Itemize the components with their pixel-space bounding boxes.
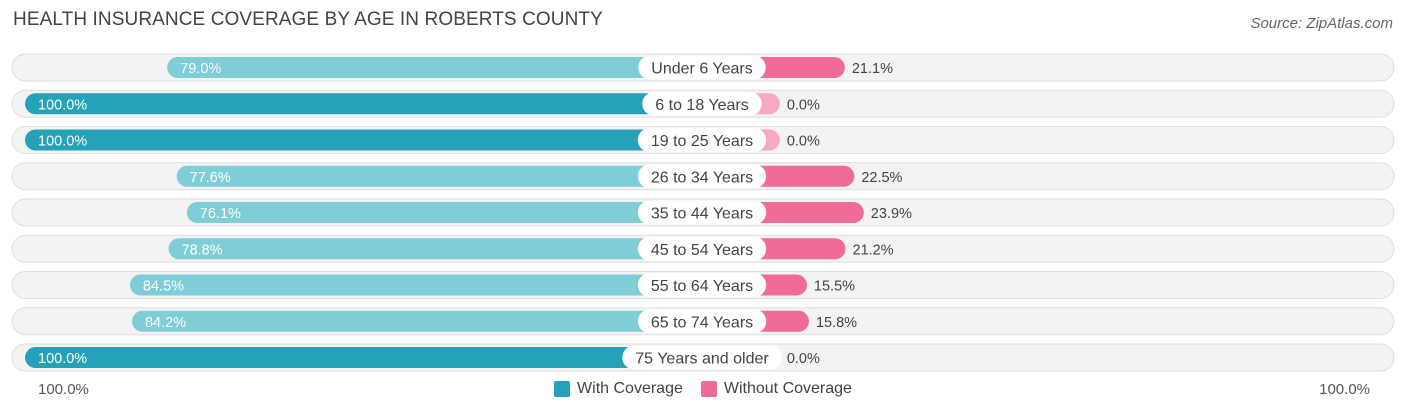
bar-with-coverage xyxy=(186,202,703,223)
data-label-without-coverage: 15.8% xyxy=(816,315,857,331)
category-label-pill xyxy=(637,128,767,152)
category-label-pill xyxy=(642,91,762,116)
data-label-with-coverage: 84.5% xyxy=(143,279,184,295)
axis-right-label: 100.0% xyxy=(1319,381,1370,398)
bar-with-coverage xyxy=(168,238,703,260)
category-label: 75 Years and older xyxy=(635,351,769,368)
data-label-with-coverage: 100.0% xyxy=(38,134,87,150)
category-label: 55 to 64 Years xyxy=(651,278,753,295)
legend-swatch-without-coverage xyxy=(700,381,717,397)
bar-with-coverage xyxy=(25,347,702,368)
category-label-pill xyxy=(638,55,766,80)
category-label-pill xyxy=(637,164,767,189)
chart-canvas: 79.0% 21.1% Under 6 Years 100.0% 0.0% 6 to 18… xyxy=(11,53,1395,372)
data-label-without-coverage: 23.9% xyxy=(871,206,912,222)
data-label-with-coverage: 79.0% xyxy=(180,61,221,77)
category-label: 26 to 34 Years xyxy=(651,169,753,186)
bar-with-coverage xyxy=(25,93,702,115)
data-label-with-coverage: 100.0% xyxy=(38,351,87,367)
data-label-with-coverage: 84.2% xyxy=(145,315,186,331)
category-label: 19 to 25 Years xyxy=(651,133,753,150)
category-label-pill xyxy=(637,273,767,297)
data-label-without-coverage: 0.0% xyxy=(787,351,820,367)
category-label: 35 to 44 Years xyxy=(651,206,753,223)
data-label-without-coverage: 15.5% xyxy=(814,279,855,295)
chart-title: HEALTH INSURANCE COVERAGE BY AGE IN ROBE… xyxy=(13,9,603,30)
data-label-without-coverage: 0.0% xyxy=(787,97,820,113)
category-label-pill xyxy=(637,309,767,334)
category-label: Under 6 Years xyxy=(651,61,752,78)
category-label-pill xyxy=(622,345,782,370)
legend-label-with-coverage: With Coverage xyxy=(577,380,683,397)
data-label-with-coverage: 77.6% xyxy=(190,170,231,186)
data-label-with-coverage: 78.8% xyxy=(182,242,223,258)
axis-left-label: 100.0% xyxy=(38,381,89,398)
data-label-without-coverage: 21.2% xyxy=(853,242,894,258)
data-label-without-coverage: 21.1% xyxy=(852,61,893,77)
legend: With Coverage Without Coverage xyxy=(0,380,1406,398)
bar-with-coverage xyxy=(129,274,702,296)
category-label-pill xyxy=(637,236,767,261)
legend-item-with-coverage: With Coverage xyxy=(554,380,683,398)
category-label-pill xyxy=(637,200,767,225)
bar-with-coverage xyxy=(131,310,702,332)
bar-with-coverage xyxy=(176,165,702,187)
data-label-without-coverage: 0.0% xyxy=(787,134,820,150)
source-label: Source: ZipAtlas.com xyxy=(1250,15,1393,32)
legend-swatch-with-coverage xyxy=(554,381,571,397)
category-label: 45 to 54 Years xyxy=(651,242,753,259)
data-label-with-coverage: 100.0% xyxy=(38,97,87,113)
legend-label-without-coverage: Without Coverage xyxy=(723,380,852,397)
data-label-with-coverage: 76.1% xyxy=(200,206,241,222)
bar-with-coverage xyxy=(167,57,703,78)
data-label-without-coverage: 22.5% xyxy=(861,170,902,186)
category-label: 65 to 74 Years xyxy=(651,314,753,331)
bar-with-coverage xyxy=(25,129,702,151)
category-label: 6 to 18 Years xyxy=(655,97,748,114)
legend-item-without-coverage: Without Coverage xyxy=(700,380,852,398)
